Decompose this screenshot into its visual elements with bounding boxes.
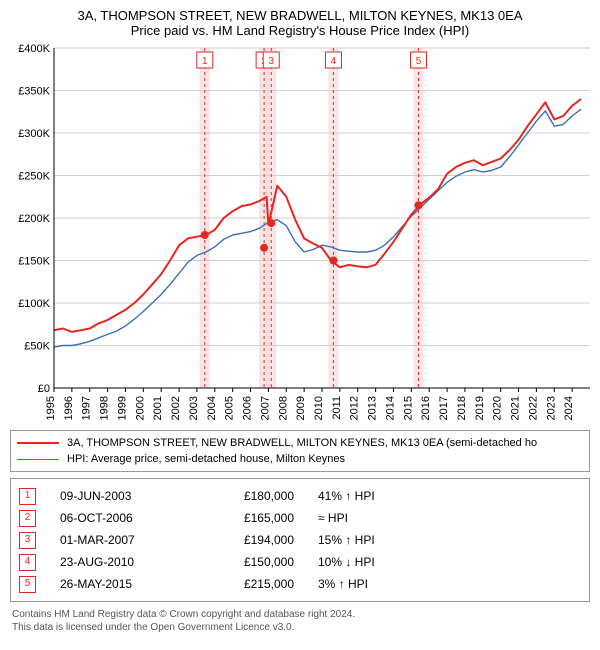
transaction-index-badge: 4 [19, 554, 36, 571]
svg-text:2016: 2016 [420, 396, 432, 420]
transaction-date: 26-MAY-2015 [60, 573, 180, 595]
svg-text:£350K: £350K [18, 86, 50, 98]
svg-text:1998: 1998 [99, 396, 111, 420]
svg-text:5: 5 [416, 56, 422, 67]
svg-text:2008: 2008 [277, 396, 289, 420]
transaction-date: 01-MAR-2007 [60, 529, 180, 551]
svg-text:2012: 2012 [349, 396, 361, 420]
transaction-index-badge: 1 [19, 488, 36, 505]
transaction-date: 23-AUG-2010 [60, 551, 180, 573]
transaction-delta: 3% ↑ HPI [318, 573, 581, 595]
svg-text:2015: 2015 [402, 396, 414, 420]
svg-text:2005: 2005 [224, 396, 236, 420]
svg-text:2019: 2019 [474, 396, 486, 420]
svg-text:2023: 2023 [545, 396, 557, 420]
footer-line-1: Contains HM Land Registry data © Crown c… [12, 608, 588, 621]
svg-text:2011: 2011 [331, 396, 343, 420]
svg-text:4: 4 [331, 56, 337, 67]
svg-text:1: 1 [202, 56, 208, 67]
transaction-row: 5 26-MAY-2015 £215,000 3% ↑ HPI [19, 573, 581, 595]
transaction-row: 3 01-MAR-2007 £194,000 15% ↑ HPI [19, 529, 581, 551]
transaction-price: £215,000 [204, 573, 294, 595]
svg-text:2013: 2013 [367, 396, 379, 420]
legend-row: HPI: Average price, semi-detached house,… [17, 451, 583, 467]
chart-area: £0 £50K £100K £150K £200K £250K £300K £350K £400… [6, 44, 594, 424]
svg-text:2014: 2014 [384, 396, 396, 420]
svg-text:2024: 2024 [563, 396, 575, 420]
transaction-row: 1 09-JUN-2003 £180,000 41% ↑ HPI [19, 485, 581, 507]
svg-text:1996: 1996 [63, 396, 75, 420]
transaction-date: 09-JUN-2003 [60, 485, 180, 507]
transaction-price: £180,000 [204, 485, 294, 507]
legend-row: 3A, THOMPSON STREET, NEW BRADWELL, MILTO… [17, 435, 583, 451]
legend-swatch [17, 442, 59, 444]
svg-text:2003: 2003 [188, 396, 200, 420]
transactions-table: 1 09-JUN-2003 £180,000 41% ↑ HPI 2 06-OCT-200… [10, 478, 590, 602]
chart-container: 3A, THOMPSON STREET, NEW BRADWELL, MILTO… [0, 0, 600, 640]
svg-text:£150K: £150K [18, 256, 50, 268]
transaction-row: 2 06-OCT-2006 £165,000 ≈ HPI [19, 507, 581, 529]
transaction-delta: 41% ↑ HPI [318, 485, 581, 507]
svg-text:2000: 2000 [134, 396, 146, 420]
legend-swatch [17, 459, 59, 460]
svg-text:2010: 2010 [313, 396, 325, 420]
svg-text:2020: 2020 [492, 396, 504, 420]
svg-text:£200K: £200K [18, 213, 50, 225]
transaction-delta: 10% ↓ HPI [318, 551, 581, 573]
svg-text:£0: £0 [38, 383, 50, 395]
svg-text:2006: 2006 [242, 396, 254, 420]
svg-text:£50K: £50K [24, 341, 50, 353]
svg-text:£300K: £300K [18, 128, 50, 140]
transaction-price: £165,000 [204, 507, 294, 529]
svg-text:1997: 1997 [81, 396, 93, 420]
title-line-1: 3A, THOMPSON STREET, NEW BRADWELL, MILTO… [6, 8, 594, 23]
svg-text:2017: 2017 [438, 396, 450, 420]
legend-label: 3A, THOMPSON STREET, NEW BRADWELL, MILTO… [67, 435, 537, 451]
legend-label: HPI: Average price, semi-detached house,… [67, 451, 345, 467]
transaction-index-badge: 5 [19, 576, 36, 593]
svg-text:2022: 2022 [527, 396, 539, 420]
chart-svg: £0 £50K £100K £150K £200K £250K £300K £350K £400… [6, 44, 594, 424]
footer: Contains HM Land Registry data © Crown c… [6, 606, 594, 634]
svg-text:£400K: £400K [18, 44, 50, 55]
transaction-delta: ≈ HPI [318, 507, 581, 529]
svg-text:3: 3 [268, 56, 274, 67]
transaction-price: £150,000 [204, 551, 294, 573]
svg-text:1999: 1999 [116, 396, 128, 420]
svg-text:2021: 2021 [510, 396, 522, 420]
transaction-index-badge: 3 [19, 532, 36, 549]
transaction-delta: 15% ↑ HPI [318, 529, 581, 551]
title-line-2: Price paid vs. HM Land Registry's House … [6, 23, 594, 38]
svg-text:£250K: £250K [18, 171, 50, 183]
svg-text:2009: 2009 [295, 396, 307, 420]
svg-text:2001: 2001 [152, 396, 164, 420]
transaction-index-badge: 2 [19, 510, 36, 527]
svg-text:2007: 2007 [259, 396, 271, 420]
svg-text:2004: 2004 [206, 396, 218, 420]
transaction-date: 06-OCT-2006 [60, 507, 180, 529]
svg-text:£100K: £100K [18, 298, 50, 310]
transaction-price: £194,000 [204, 529, 294, 551]
legend-box: 3A, THOMPSON STREET, NEW BRADWELL, MILTO… [10, 430, 590, 472]
svg-text:2018: 2018 [456, 396, 468, 420]
svg-text:1995: 1995 [45, 396, 57, 420]
footer-line-2: This data is licensed under the Open Gov… [12, 621, 588, 634]
transaction-row: 4 23-AUG-2010 £150,000 10% ↓ HPI [19, 551, 581, 573]
svg-text:2002: 2002 [170, 396, 182, 420]
